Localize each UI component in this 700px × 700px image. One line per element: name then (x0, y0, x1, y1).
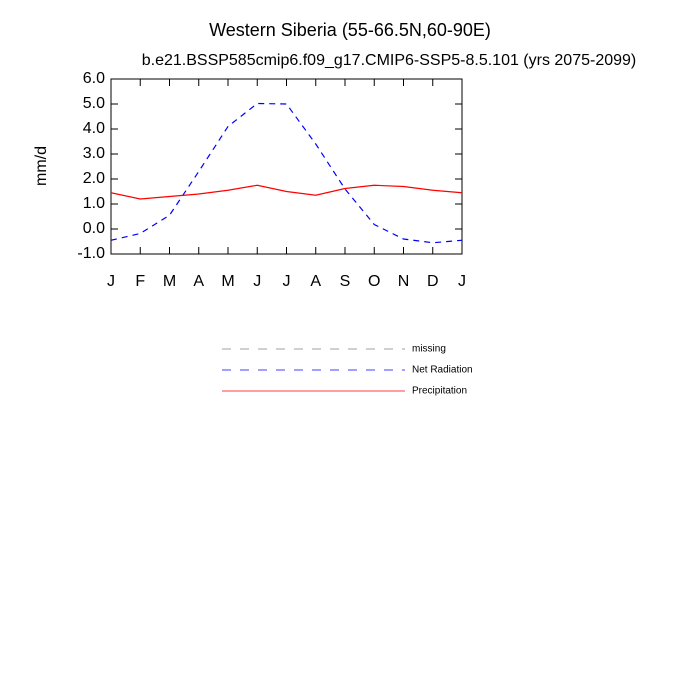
chart-subtitle: b.e21.BSSP585cmip6.f09_g17.CMIP6-SSP5-8.… (142, 52, 637, 69)
series-line (110, 184, 463, 200)
x-tick-label: A (310, 273, 321, 290)
y-tick-label: 5.0 (83, 95, 105, 112)
legend-label: Net Radiation (412, 365, 473, 376)
x-tick-label: J (107, 273, 115, 290)
x-tick-label: O (368, 273, 380, 290)
x-tick-label: A (193, 273, 204, 290)
chart-title: Western Siberia (55-66.5N,60-90E) (209, 20, 491, 40)
y-tick-label: 1.0 (83, 195, 105, 212)
series-line (110, 102, 463, 244)
y-tick-label: 4.0 (83, 120, 105, 137)
x-tick-label: J (458, 273, 466, 290)
y-tick-label: 6.0 (83, 70, 105, 87)
y-tick-label: 0.0 (83, 220, 105, 237)
y-tick-label: 2.0 (83, 170, 105, 187)
x-tick-label: M (221, 273, 234, 290)
x-tick-label: J (253, 273, 261, 290)
x-tick-label: D (427, 273, 439, 290)
y-axis-label: mm/d (33, 146, 50, 186)
legend-label: Precipitation (412, 386, 467, 397)
y-tick-label: -1.0 (77, 245, 105, 262)
x-tick-label: F (135, 273, 145, 290)
x-tick-label: J (283, 273, 291, 290)
x-tick-label: N (398, 273, 410, 290)
x-tick-label: S (340, 273, 351, 290)
x-tick-label: M (163, 273, 176, 290)
y-tick-label: 3.0 (83, 145, 105, 162)
legend-label: missing (412, 344, 446, 355)
